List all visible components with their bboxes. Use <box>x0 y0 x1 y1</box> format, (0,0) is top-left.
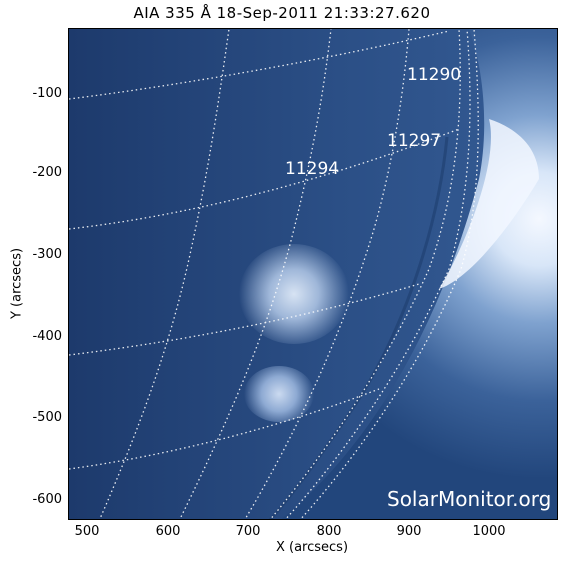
solar-image-panel: 11290 11297 11294 SolarMonitor.org <box>68 28 558 520</box>
y-axis-title: Y (arcsecs) <box>9 247 25 320</box>
x-axis-title: X (arcsecs) <box>275 540 349 555</box>
active-region-label: 11297 <box>387 131 442 151</box>
image-title: AIA 335 Å 18-Sep-2011 21:33:27.620 <box>133 4 431 22</box>
y-tick-label: -500 <box>32 410 62 425</box>
x-tick-label: 500 <box>74 524 100 539</box>
solar-image <box>69 29 557 519</box>
x-tick-label: 1000 <box>472 524 506 539</box>
y-tick-label: -600 <box>32 492 62 507</box>
y-tick-label: -200 <box>32 165 62 180</box>
active-region-label: 11294 <box>285 159 340 179</box>
x-tick-label: 900 <box>396 524 422 539</box>
watermark-logo: SolarMonitor.org <box>387 487 552 511</box>
y-tick-label: -100 <box>32 86 62 101</box>
y-tick-label: -400 <box>32 329 62 344</box>
x-tick-label: 700 <box>235 524 261 539</box>
x-tick-label: 600 <box>155 524 181 539</box>
y-tick-label: -300 <box>32 247 62 262</box>
active-region-label: 11290 <box>407 65 462 85</box>
x-tick-label: 800 <box>316 524 342 539</box>
